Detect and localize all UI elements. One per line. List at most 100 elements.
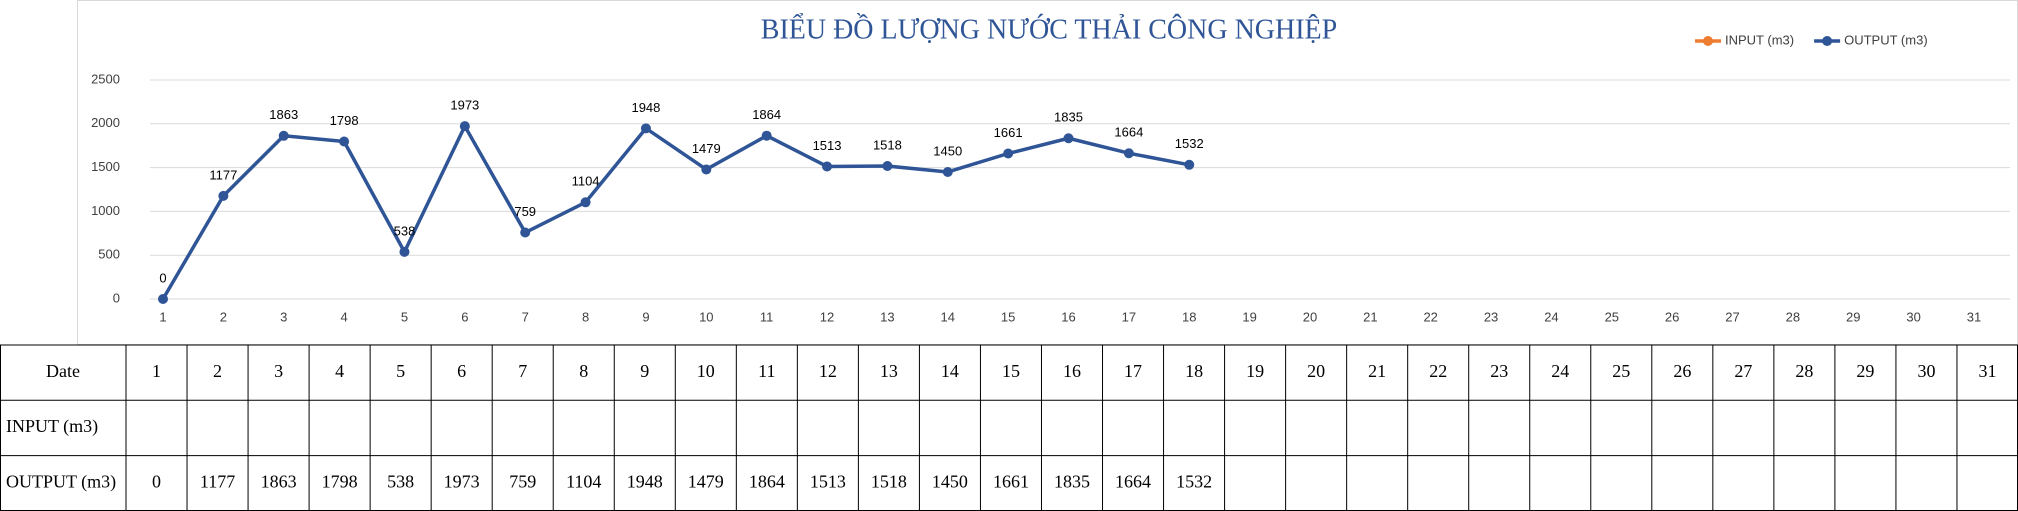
table-cell: 1513: [810, 471, 846, 491]
table-cell: 16: [1063, 361, 1081, 381]
x-tick-label: 31: [1967, 309, 1981, 324]
y-tick-label: 1500: [91, 159, 120, 174]
data-label: 1661: [994, 125, 1023, 140]
table-cell: 27: [1734, 361, 1752, 381]
data-label: 1450: [933, 143, 962, 158]
table-cell: 17: [1124, 361, 1142, 381]
table-cell: 3: [274, 361, 283, 381]
table-cell: 1863: [261, 471, 297, 491]
table-cell: 25: [1612, 361, 1630, 381]
point: [339, 136, 350, 147]
x-tick-label: 25: [1605, 309, 1619, 324]
x-tick-label: 12: [820, 309, 834, 324]
table-cell: 1177: [200, 471, 235, 491]
point: [882, 161, 893, 172]
table-cell: 1948: [627, 471, 663, 491]
point: [640, 123, 651, 134]
point: [278, 130, 289, 141]
chart-title: BIỂU ĐỒ LƯỢNG NƯỚC THẢI CÔNG NGHIỆP: [761, 13, 1337, 45]
point: [1184, 159, 1195, 170]
table-cell: 1973: [444, 471, 480, 491]
table-cell: 1104: [566, 471, 601, 491]
x-tick-label: 28: [1786, 309, 1800, 324]
data-label: 1518: [873, 137, 902, 152]
table-cell: 4: [335, 361, 344, 381]
x-tick-label: 16: [1061, 309, 1075, 324]
x-tick-label: 30: [1906, 309, 1920, 324]
table-cell: 15: [1002, 361, 1020, 381]
row-header: OUTPUT (m3): [6, 471, 116, 492]
legend-marker: [1822, 36, 1833, 46]
chart-area: [77, 0, 2018, 345]
data-label: 0: [159, 270, 166, 285]
table-cell: 5: [396, 361, 405, 381]
table-cell: 30: [1917, 361, 1935, 381]
point: [399, 246, 410, 257]
y-tick-label: 1000: [91, 203, 120, 218]
x-tick-label: 9: [642, 309, 649, 324]
x-tick-label: 23: [1484, 309, 1498, 324]
point: [761, 130, 772, 141]
table-cell: 10: [697, 361, 715, 381]
table-cell: 31: [1978, 361, 1996, 381]
x-tick-label: 5: [401, 309, 408, 324]
table-cell: 29: [1856, 361, 1874, 381]
table-cell: 1664: [1115, 471, 1151, 491]
row-header: Date: [46, 361, 80, 381]
x-tick-label: 13: [880, 309, 894, 324]
x-tick-label: 19: [1242, 309, 1256, 324]
table-cell: 28: [1795, 361, 1813, 381]
point: [942, 166, 953, 177]
point: [580, 197, 591, 208]
x-tick-label: 3: [280, 309, 287, 324]
table-cell: 1450: [932, 471, 968, 491]
table-cell: 1479: [688, 471, 724, 491]
data-label: 1513: [813, 138, 842, 153]
x-tick-label: 15: [1001, 309, 1015, 324]
point: [1003, 148, 1014, 159]
x-tick-label: 1: [159, 309, 166, 324]
data-label: 1104: [572, 174, 600, 189]
y-tick-label: 0: [113, 290, 120, 305]
legend-marker: [1703, 36, 1713, 46]
data-label: 1798: [330, 113, 359, 128]
data-label: 1948: [631, 100, 660, 115]
data-label: 1863: [269, 107, 298, 122]
data-label: 538: [394, 223, 416, 238]
x-tick-label: 14: [941, 309, 955, 324]
table-cell: 14: [941, 361, 959, 381]
table-cell: 23: [1490, 361, 1508, 381]
data-label: 1479: [692, 141, 721, 156]
table-cell: 1518: [871, 471, 907, 491]
data-label: 759: [514, 204, 536, 219]
data-label: 1864: [752, 107, 781, 122]
table-cell: 12: [819, 361, 837, 381]
x-tick-label: 18: [1182, 309, 1196, 324]
table-cell: 7: [518, 361, 527, 381]
x-tick-label: 27: [1725, 309, 1739, 324]
table-cell: 1532: [1176, 471, 1212, 491]
x-tick-label: 8: [582, 309, 589, 324]
table-cell: 21: [1368, 361, 1386, 381]
table-cell: 6: [457, 361, 466, 381]
x-tick-label: 26: [1665, 309, 1679, 324]
data-label: 1664: [1114, 125, 1143, 140]
table-cell: 538: [387, 471, 414, 491]
point: [520, 227, 531, 238]
x-tick-label: 7: [522, 309, 529, 324]
table-cell: 26: [1673, 361, 1691, 381]
point: [158, 294, 168, 304]
x-tick-label: 4: [340, 309, 347, 324]
table-cell: 1835: [1054, 471, 1090, 491]
table-cell: 1864: [749, 471, 785, 491]
legend-label: OUTPUT (m3): [1844, 32, 1928, 47]
point: [459, 121, 470, 132]
table-cell: 1798: [322, 471, 358, 491]
data-label: 1177: [209, 167, 237, 182]
point: [1123, 148, 1134, 159]
row-header: INPUT (m3): [6, 416, 98, 437]
table-cell: 9: [640, 361, 649, 381]
x-tick-label: 2: [220, 309, 227, 324]
